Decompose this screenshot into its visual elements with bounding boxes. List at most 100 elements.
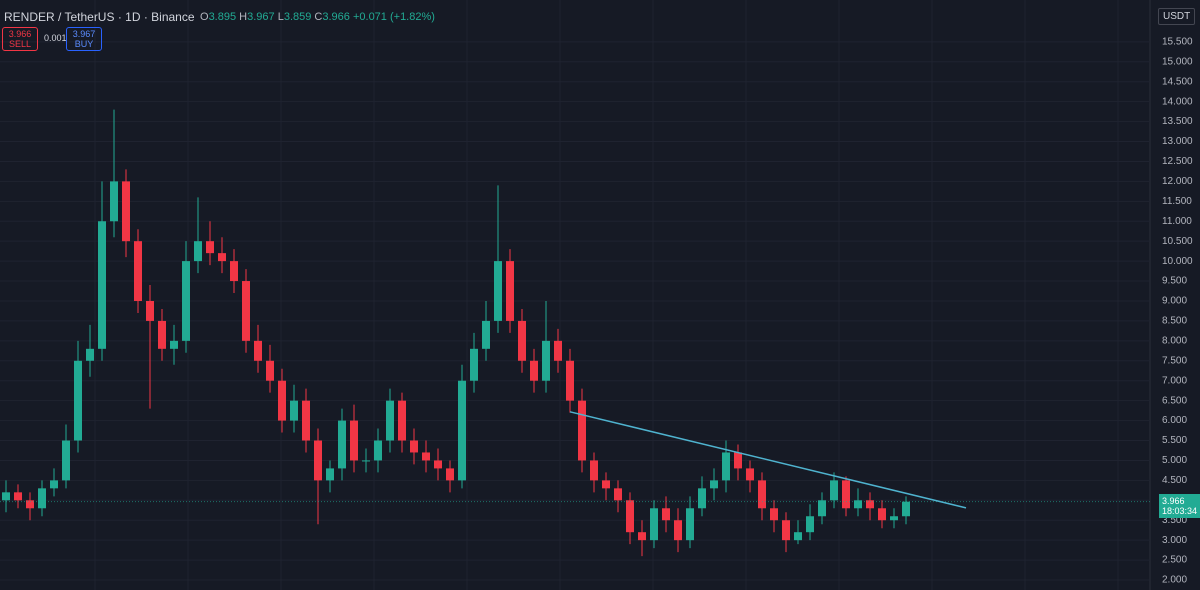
candle-body (38, 488, 46, 509)
y-tick-label: 12.000 (1162, 176, 1193, 187)
candle-body (278, 380, 286, 421)
candle-body (890, 516, 898, 521)
candle-body (50, 480, 58, 489)
ohlc: O3.895 H3.967 L3.859 C3.966 +0.071 (+1.8… (200, 11, 435, 23)
candle-body (506, 261, 514, 321)
candle-body (710, 480, 718, 489)
candle-body (518, 320, 526, 361)
candle-body (266, 360, 274, 381)
y-tick-label: 6.500 (1162, 395, 1187, 406)
y-tick-label: 8.000 (1162, 335, 1187, 346)
trendline (569, 411, 967, 509)
countdown: 18:03:34 (1162, 506, 1198, 516)
candle-body (338, 420, 346, 469)
sell-price: 3.966 (8, 29, 32, 39)
spread: 0.001 (44, 33, 67, 43)
last-price: 3.966 (1162, 496, 1185, 506)
candle-body (98, 221, 106, 349)
c-label: C (314, 11, 323, 23)
candle-body (614, 488, 622, 501)
currency-select[interactable]: USDT (1158, 8, 1196, 25)
y-tick-label: 4.500 (1162, 475, 1187, 486)
candle-body (638, 532, 646, 541)
candle-body (578, 400, 586, 461)
candle-body (62, 440, 70, 481)
candle-body (374, 440, 382, 461)
low: 3.859 (283, 11, 312, 23)
candle-body (134, 241, 142, 301)
candle-body (446, 468, 454, 481)
candle-body (734, 452, 742, 469)
candle-body (662, 508, 670, 521)
candle-body (782, 520, 790, 541)
change: +0.071 (+1.82%) (352, 11, 435, 23)
y-tick-label: 5.500 (1162, 435, 1187, 446)
candle-body (602, 480, 610, 489)
y-tick-label: 13.000 (1162, 136, 1193, 147)
y-tick-label: 15.500 (1162, 36, 1193, 47)
y-tick-label: 14.000 (1162, 96, 1193, 107)
candle-body (326, 468, 334, 481)
candle-body (566, 360, 574, 401)
y-tick-label: 7.500 (1162, 355, 1187, 366)
candle-body (626, 500, 634, 533)
y-tick-label: 8.500 (1162, 316, 1187, 327)
candle-body (122, 181, 130, 242)
candle-body (398, 400, 406, 441)
candle-body (86, 348, 94, 361)
candle-body (302, 400, 310, 441)
candle-body (410, 440, 418, 453)
y-tick-label: 3.500 (1162, 515, 1187, 526)
candle-body (362, 460, 370, 462)
sell-label: SELL (8, 39, 32, 49)
candle-body (542, 340, 550, 381)
candle-body (146, 300, 154, 321)
o-label: O (200, 11, 209, 23)
close: 3.966 (322, 11, 350, 23)
candle-body (170, 340, 178, 349)
candle-body (182, 261, 190, 341)
candle-body (242, 281, 250, 341)
sell-button[interactable]: 3.966 SELL (2, 27, 38, 51)
y-tick-label: 14.500 (1162, 76, 1193, 87)
candle-body (110, 181, 118, 222)
price-tag: 3.966 18:03:34 (1159, 494, 1200, 518)
high: 3.967 (247, 11, 275, 23)
h-label: H (239, 11, 248, 23)
candle-body (878, 508, 886, 521)
candle-body (254, 340, 262, 361)
y-tick-label: 2.000 (1162, 575, 1187, 586)
candle-body (590, 460, 598, 481)
y-tick-label: 12.500 (1162, 156, 1193, 167)
candle-body (866, 500, 874, 509)
y-tick-label: 9.500 (1162, 276, 1187, 287)
candle-body (746, 468, 754, 481)
y-tick-label: 13.500 (1162, 116, 1193, 127)
candle-body (494, 261, 502, 321)
candle-body (470, 348, 478, 381)
candle-body (458, 380, 466, 481)
candle-body (218, 253, 226, 262)
y-tick-label: 11.000 (1162, 216, 1192, 227)
candle-body (902, 501, 910, 517)
candle-body (386, 400, 394, 441)
candle-body (434, 460, 442, 469)
candle-body (14, 492, 22, 501)
candle-body (650, 508, 658, 541)
buy-label: BUY (74, 39, 94, 49)
candle-body (758, 480, 766, 509)
candle-body (698, 488, 706, 509)
candle-body (230, 261, 238, 282)
candle-body (158, 320, 166, 349)
y-tick-label: 5.000 (1162, 455, 1187, 466)
candle-body (74, 360, 82, 441)
candle-body (842, 480, 850, 509)
symbol[interactable]: RENDER / TetherUS · 1D · Binance (4, 10, 195, 24)
y-tick-label: 10.500 (1162, 236, 1193, 247)
candle-body (818, 500, 826, 517)
buy-price: 3.967 (72, 29, 96, 39)
open: 3.895 (208, 11, 237, 23)
buy-button[interactable]: 3.967 BUY (66, 27, 102, 51)
